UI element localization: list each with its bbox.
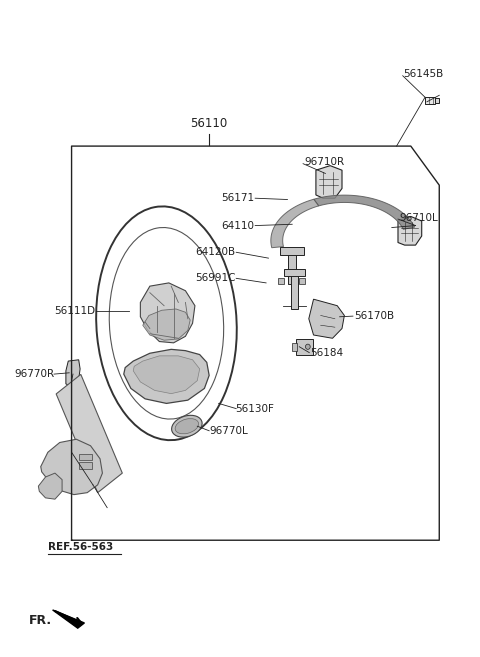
Polygon shape <box>66 360 80 387</box>
Text: 56145B: 56145B <box>404 70 444 79</box>
Text: 56111D: 56111D <box>54 306 96 316</box>
Bar <box>292 343 297 351</box>
Bar <box>300 278 305 284</box>
Bar <box>425 97 435 104</box>
Bar <box>79 453 92 460</box>
Bar <box>280 247 304 255</box>
Bar <box>79 462 92 468</box>
Bar <box>284 269 305 277</box>
Polygon shape <box>316 166 342 198</box>
Polygon shape <box>314 195 415 229</box>
Text: 64120B: 64120B <box>195 247 235 258</box>
Polygon shape <box>398 216 422 245</box>
Bar <box>434 98 439 103</box>
Bar <box>291 270 298 309</box>
Text: 56130F: 56130F <box>235 403 274 414</box>
Text: 96710L: 96710L <box>399 213 438 223</box>
Polygon shape <box>140 283 195 343</box>
Text: 56110: 56110 <box>191 117 228 130</box>
Text: 56170B: 56170B <box>354 311 394 321</box>
Text: 96710R: 96710R <box>304 158 344 168</box>
Text: 56184: 56184 <box>310 348 343 357</box>
Text: 56991C: 56991C <box>195 273 235 283</box>
Text: 96770R: 96770R <box>15 369 55 379</box>
Polygon shape <box>271 199 319 248</box>
Bar <box>296 339 312 355</box>
Text: FR.: FR. <box>29 614 52 627</box>
Polygon shape <box>133 356 200 394</box>
Text: 96770L: 96770L <box>209 426 248 436</box>
Text: REF.56-563: REF.56-563 <box>48 542 113 552</box>
Polygon shape <box>124 350 209 403</box>
Bar <box>56 374 122 493</box>
Polygon shape <box>309 299 344 338</box>
Polygon shape <box>53 610 84 628</box>
Bar <box>278 278 284 284</box>
Bar <box>288 248 296 284</box>
Polygon shape <box>41 440 102 495</box>
Ellipse shape <box>305 344 310 350</box>
Text: 56171: 56171 <box>221 193 254 203</box>
Polygon shape <box>143 309 190 340</box>
Polygon shape <box>38 473 62 499</box>
Ellipse shape <box>172 415 202 437</box>
Ellipse shape <box>175 419 199 434</box>
Text: 64110: 64110 <box>221 221 254 231</box>
